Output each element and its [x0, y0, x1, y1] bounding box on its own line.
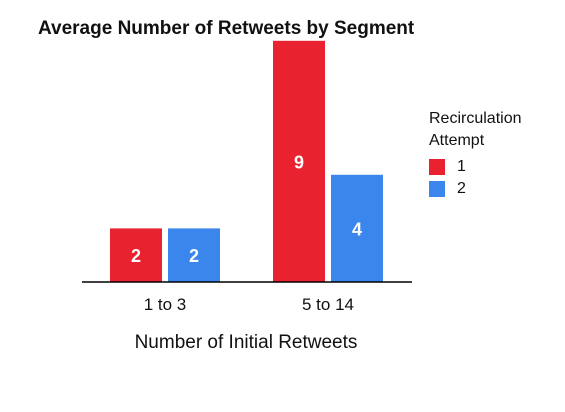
legend-title: Recirculation Attempt — [429, 110, 522, 149]
data-label-1-to-3-series-1: 2 — [131, 246, 141, 266]
x-axis-title: Number of Initial Retweets — [135, 332, 358, 353]
legend: Recirculation Attempt 1 2 — [429, 108, 539, 199]
bar-1-to-3-series-1 — [110, 228, 162, 282]
data-label-1-to-3-series-2: 2 — [189, 246, 199, 266]
legend-item-series-2: 2 — [429, 179, 539, 199]
chart-title: Average Number of Retweets by Segment — [38, 18, 415, 39]
bar-5-to-14-series-1 — [273, 40, 325, 282]
legend-swatch-series-2 — [429, 181, 445, 197]
x-tick-label-5-to-14: 5 to 14 — [302, 295, 354, 314]
legend-item-series-1: 1 — [429, 157, 539, 177]
data-label-5-to-14-series-1: 9 — [294, 152, 304, 172]
legend-swatch-series-1 — [429, 159, 445, 175]
x-tick-label-1-to-3: 1 to 3 — [144, 295, 187, 314]
bar-1-to-3-series-2 — [168, 228, 220, 282]
x-tick-labels: 1 to 3 5 to 14 — [144, 295, 354, 314]
legend-label-series-1: 1 — [457, 158, 466, 175]
bars-layer: 2 2 9 4 — [110, 40, 383, 282]
bar-5-to-14-series-2 — [331, 174, 383, 282]
data-label-5-to-14-series-2: 4 — [352, 219, 362, 239]
legend-label-series-2: 2 — [457, 180, 466, 197]
